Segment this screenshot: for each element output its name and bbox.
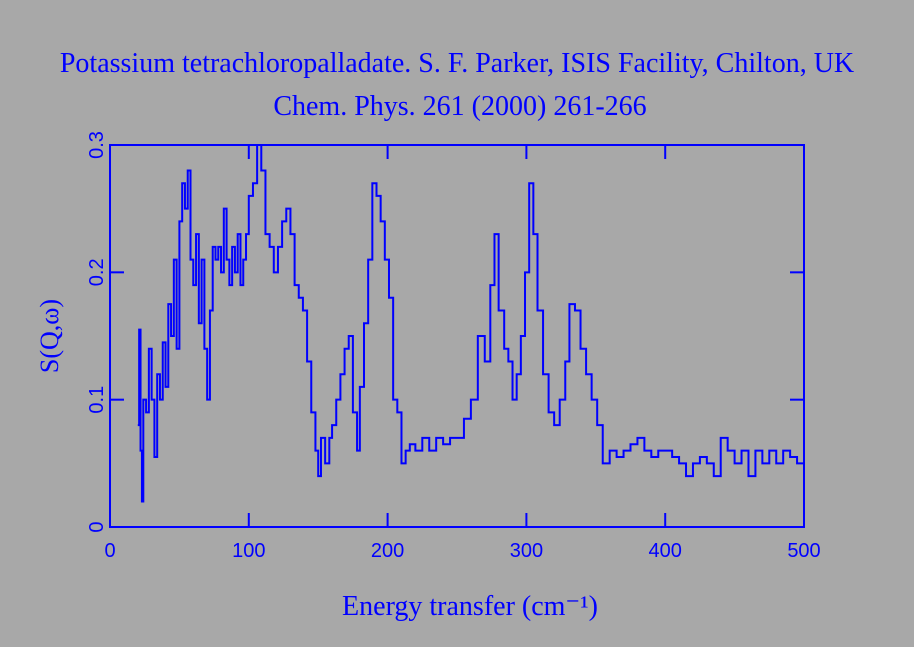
y-tick-label: 0.1	[86, 386, 108, 414]
plot-frame	[109, 144, 805, 528]
x-tick-label: 300	[510, 540, 543, 562]
spectrum-line	[137, 144, 804, 503]
y-tick-label: 0.2	[86, 258, 108, 286]
y-tick-label: 0	[86, 521, 108, 532]
x-tick-label: 400	[649, 540, 682, 562]
y-axis-label: S(Q,ω)	[35, 299, 64, 373]
x-tick-label: 0	[104, 540, 115, 562]
chart-subtitle: Chem. Phys. 261 (2000) 261-266	[273, 91, 646, 122]
y-tick-label: 0.3	[86, 131, 108, 159]
x-axis-label: Energy transfer (cm⁻¹)	[342, 591, 598, 622]
x-tick-label: 100	[232, 540, 265, 562]
x-tick-label: 200	[371, 540, 404, 562]
x-tick-label: 500	[787, 540, 820, 562]
chart-title: Potassium tetrachloropalladate. S. F. Pa…	[60, 48, 854, 79]
